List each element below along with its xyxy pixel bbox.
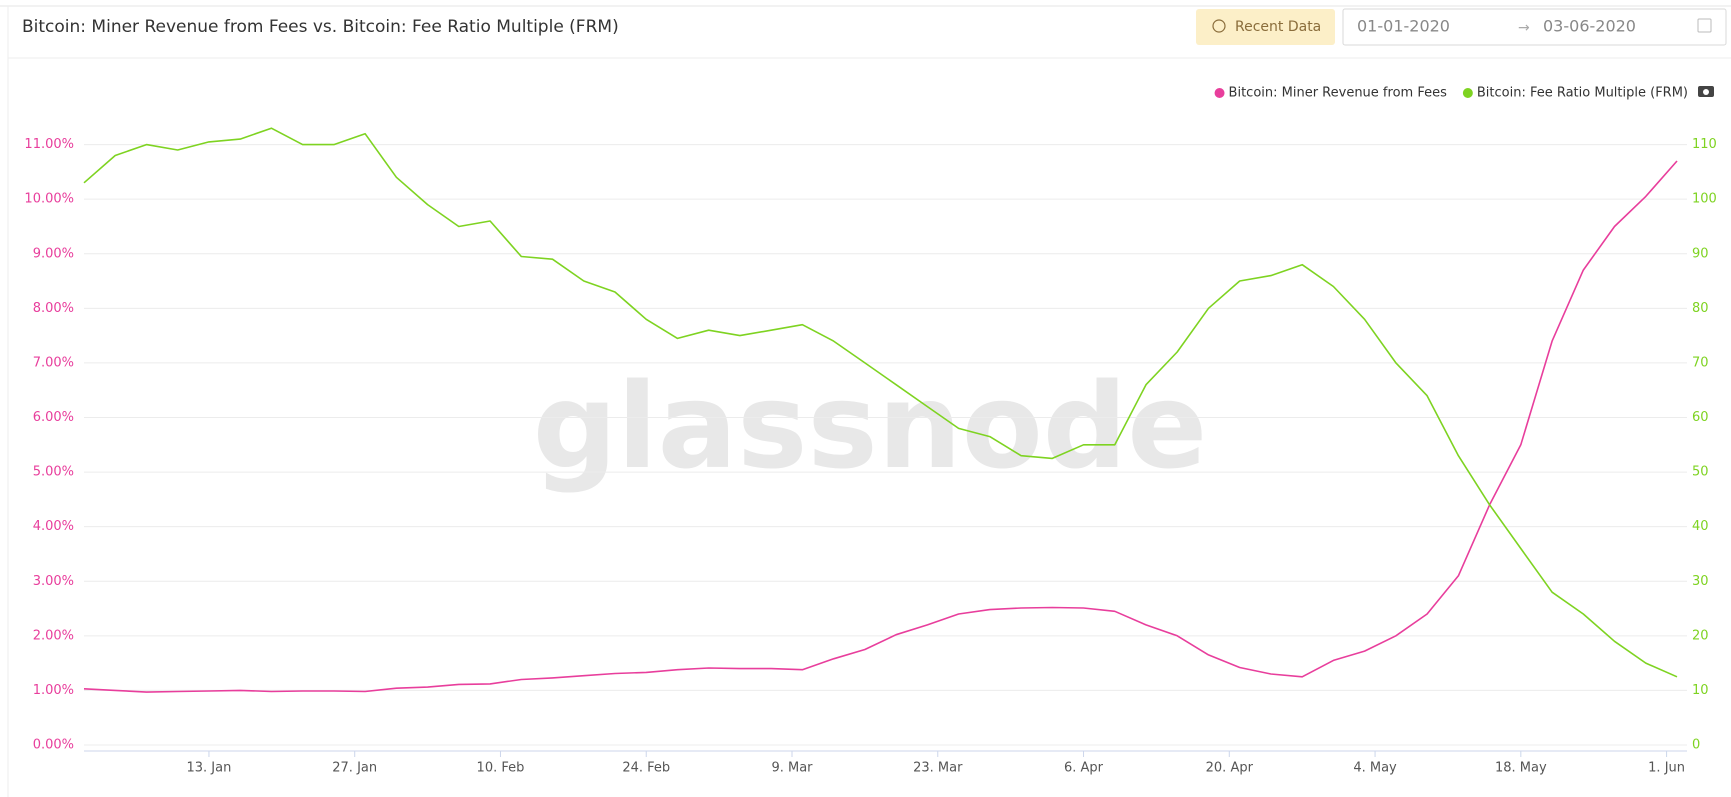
- x-tick-label: 9. Mar: [771, 761, 813, 776]
- date-range-picker[interactable]: [1342, 8, 1727, 46]
- chart-title: Bitcoin: Miner Revenue from Fees vs. Bit…: [22, 17, 619, 37]
- y2-tick-label: 110: [1692, 137, 1717, 152]
- camera-lens: [1703, 89, 1709, 95]
- y-tick-label: 2.00%: [33, 628, 74, 643]
- x-tick-label: 10. Feb: [477, 761, 525, 776]
- x-tick-label: 6. Apr: [1064, 761, 1104, 776]
- y-tick-label: 3.00%: [33, 574, 74, 589]
- y2-tick-label: 30: [1692, 574, 1709, 589]
- legend-marker: [1462, 88, 1473, 98]
- recent-data-button[interactable]: [1196, 9, 1335, 45]
- x-tick-label: 4. May: [1353, 761, 1397, 776]
- y2-tick-label: 70: [1692, 355, 1709, 370]
- y-tick-label: 10.00%: [24, 192, 74, 207]
- x-tick-label: 20. Apr: [1206, 761, 1254, 776]
- y2-tick-label: 80: [1692, 301, 1709, 316]
- y-tick-label: 7.00%: [33, 355, 74, 370]
- y2-tick-label: 0: [1692, 738, 1700, 753]
- y2-tick-label: 100: [1692, 192, 1717, 207]
- legend-marker: [1214, 88, 1225, 98]
- recent-data-label[interactable]: Recent Data: [1235, 19, 1321, 35]
- x-tick-label: 13. Jan: [187, 761, 232, 776]
- y-tick-label: 6.00%: [33, 410, 74, 425]
- y2-tick-label: 60: [1692, 410, 1709, 425]
- legend-label: Bitcoin: Miner Revenue from Fees: [1229, 86, 1448, 101]
- x-tick-label: 18. May: [1495, 761, 1547, 776]
- x-tick-label: 24. Feb: [622, 761, 670, 776]
- y2-tick-label: 10: [1692, 683, 1709, 698]
- x-tick-label: 27. Jan: [332, 761, 377, 776]
- x-tick-label: 23. Mar: [913, 761, 963, 776]
- legend-label: Bitcoin: Fee Ratio Multiple (FRM): [1477, 86, 1688, 101]
- watermark: glassnode: [533, 357, 1208, 495]
- y-tick-label: 1.00%: [33, 683, 74, 698]
- y-tick-label: 9.00%: [33, 246, 74, 261]
- info-icon: [1212, 19, 1226, 33]
- y2-tick-label: 90: [1692, 246, 1709, 261]
- series-line: [83, 160, 1678, 693]
- y-tick-label: 4.00%: [33, 519, 74, 534]
- calendar-icon[interactable]: [1697, 18, 1712, 33]
- y-tick-label: 8.00%: [33, 301, 74, 316]
- date-from[interactable]: 01-01-2020: [1357, 17, 1450, 36]
- y-tick-label: 0.00%: [33, 738, 74, 753]
- x-tick-label: 1. Jun: [1648, 761, 1685, 776]
- y-tick-label: 5.00%: [33, 465, 74, 480]
- y2-tick-label: 50: [1692, 465, 1709, 480]
- range-arrow: →: [1518, 20, 1530, 36]
- y-tick-label: 11.00%: [24, 137, 74, 152]
- series-line: [83, 127, 1678, 678]
- y2-tick-label: 40: [1692, 519, 1709, 534]
- y2-tick-label: 20: [1692, 628, 1709, 643]
- date-to[interactable]: 03-06-2020: [1543, 17, 1636, 36]
